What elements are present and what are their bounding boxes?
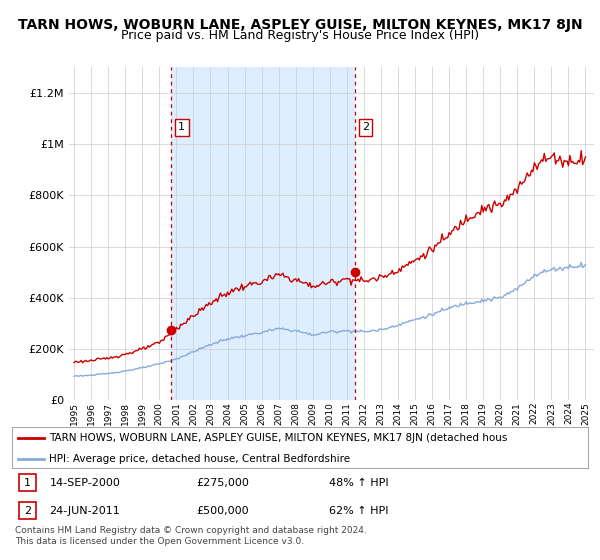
Text: £275,000: £275,000 [196,478,249,488]
Text: 62% ↑ HPI: 62% ↑ HPI [329,506,388,516]
FancyBboxPatch shape [19,474,36,491]
Text: 2: 2 [362,122,369,132]
Text: Contains HM Land Registry data © Crown copyright and database right 2024.
This d: Contains HM Land Registry data © Crown c… [15,526,367,546]
Text: TARN HOWS, WOBURN LANE, ASPLEY GUISE, MILTON KEYNES, MK17 8JN (detached hous: TARN HOWS, WOBURN LANE, ASPLEY GUISE, MI… [49,433,508,443]
Bar [172,67,355,400]
Text: Price paid vs. HM Land Registry's House Price Index (HPI): Price paid vs. HM Land Registry's House … [121,29,479,42]
Text: 48% ↑ HPI: 48% ↑ HPI [329,478,388,488]
Text: TARN HOWS, WOBURN LANE, ASPLEY GUISE, MILTON KEYNES, MK17 8JN: TARN HOWS, WOBURN LANE, ASPLEY GUISE, MI… [17,18,583,32]
Text: HPI: Average price, detached house, Central Bedfordshire: HPI: Average price, detached house, Cent… [49,454,350,464]
Text: 24-JUN-2011: 24-JUN-2011 [49,506,120,516]
Text: 2: 2 [24,506,31,516]
Text: 1: 1 [24,478,31,488]
Text: 14-SEP-2000: 14-SEP-2000 [49,478,121,488]
FancyBboxPatch shape [19,502,36,519]
Text: £500,000: £500,000 [196,506,249,516]
Text: 1: 1 [178,122,185,132]
